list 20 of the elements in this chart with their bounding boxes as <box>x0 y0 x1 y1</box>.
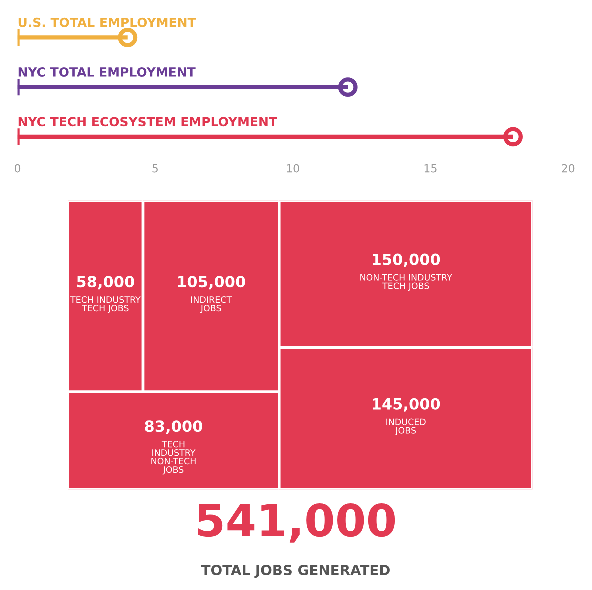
category-label: INDIRECT JOBS <box>191 296 232 314</box>
x-tick-label: 15 <box>424 164 437 173</box>
data-label: 145,000 <box>373 398 440 412</box>
data-label: 105,000 <box>178 276 246 290</box>
category-label: NYC TOTAL EMPLOYMENT <box>18 68 196 77</box>
category-label: NON-TECH INDUSTRY TECH JOBS <box>360 274 452 291</box>
category-label: TECH INDUSTRY TECH JOBS <box>70 296 141 314</box>
category-label: TECH INDUSTRY NON-TECH JOBS <box>152 441 196 475</box>
x-tick-label: 20 <box>562 164 575 173</box>
data-label: 150,000 <box>373 254 440 268</box>
text: TOTAL JOBS GENERATED <box>201 565 390 578</box>
data-label: 58,000 <box>77 276 134 290</box>
x-tick-label: 5 <box>152 164 158 173</box>
category-label: U.S. TOTAL EMPLOYMENT <box>18 18 196 28</box>
x-tick-label: 10 <box>287 164 300 173</box>
x-tick-label: 0 <box>14 164 21 173</box>
category-label: NYC TECH ECOSYSTEM EMPLOYMENT <box>18 117 278 127</box>
data-label: 83,000 <box>145 420 202 434</box>
category-label: INDUCED JOBS <box>386 418 426 436</box>
text: 541,000 <box>198 504 396 543</box>
